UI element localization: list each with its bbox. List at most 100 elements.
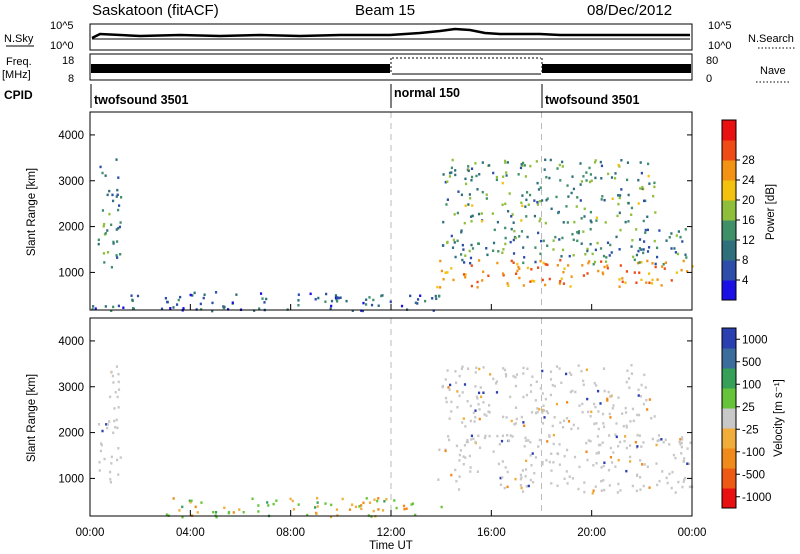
power-cell [630,213,633,216]
power-cell [652,194,655,198]
velocity-cell [625,424,628,428]
power-cell [523,256,526,259]
velocity-cell [330,503,333,507]
colorbar-tick-label: -500 [742,469,765,481]
colorbar-cell [722,388,736,409]
power-cell [563,267,566,270]
velocity-cell [591,491,594,495]
velocity-cell [523,445,526,448]
power-cell [520,163,523,166]
velocity-cell [602,464,605,468]
power-cell [97,242,100,246]
power-cell [505,174,508,177]
power-cell [575,205,578,208]
time-x-axis: 00:00 04:00 08:00 12:00 16:00 20:00 00:00 [76,304,706,539]
velocity-cell [116,426,119,430]
power-cell [642,248,645,251]
velocity-cell [689,441,692,445]
velocity-cell [522,366,525,370]
power-cell [182,307,185,310]
x-tick-label: 20:00 [577,527,606,539]
colorbar-cell [722,428,736,449]
velocity-cell [595,384,598,387]
power-cell [647,246,651,249]
power-cell [691,265,694,268]
velocity-cell [348,508,352,511]
velocity-cell [478,446,482,450]
power-cell [119,252,122,256]
power-cell [627,201,630,205]
power-cell [436,285,439,289]
power-cell [487,274,490,278]
power-cell [97,238,100,242]
power-cell [211,301,214,305]
power-cell [537,188,541,191]
power-cell [468,193,472,196]
power-cell [537,231,540,235]
power-cell [591,252,594,256]
power-cell [110,309,113,313]
velocity-cell [463,444,467,447]
velocity-cell [251,497,254,501]
power-cell [581,264,584,267]
power-cell [440,269,444,273]
velocity-cell [525,485,528,488]
power-cell [118,225,122,229]
velocity-cell [660,438,663,441]
velocity-cell [533,471,536,475]
velocity-cell [681,485,684,489]
power-cell [504,226,507,230]
velocity-cell [603,488,606,492]
velocity-cell [115,418,118,422]
power-cell [630,206,634,210]
velocity-cell [542,409,546,412]
velocity-cell [466,367,470,370]
power-cell [110,266,114,269]
power-cell [655,246,659,250]
power-cell [380,294,383,298]
power-cell [523,164,526,167]
power-cell [265,297,268,301]
velocity-cell [395,506,398,510]
velocity-cell [98,469,101,472]
power-cell [533,199,536,202]
power-cell [191,294,194,297]
power-y-axis: 1000 2000 3000 4000 [58,130,692,279]
power-cell [253,309,256,312]
power-cell [595,216,598,220]
velocity-cell [463,383,467,386]
power-cell [599,160,602,164]
power-cell [520,201,523,205]
power-cell [235,293,238,296]
power-cell [577,230,581,233]
power-cell [647,162,650,166]
power-cell [506,282,509,285]
velocity-cell [500,439,504,443]
power-cell [608,254,611,257]
velocity-cell [267,504,270,507]
power-cell [442,220,445,224]
power-cell [470,284,473,288]
velocity-cell [504,374,508,378]
power-cell [529,164,532,168]
velocity-cell [522,372,525,375]
power-cell [562,282,566,285]
velocity-cell [335,508,339,511]
power-cell [626,178,629,182]
nave-label: Nave [760,65,786,77]
velocity-cell [577,364,580,367]
power-cell [587,261,590,265]
power-cell [512,221,515,224]
velocity-cell [414,513,417,517]
freq-label: Freq. [6,56,32,68]
power-cell [509,240,512,244]
power-cell [590,179,593,183]
velocity-cell [551,383,554,387]
velocity-cell [460,367,463,371]
power-cell [604,221,607,224]
power-cell [609,243,612,247]
velocity-cell [607,468,611,472]
velocity-cell [479,386,482,389]
power-cell [566,221,569,224]
velocity-cell [529,454,532,457]
